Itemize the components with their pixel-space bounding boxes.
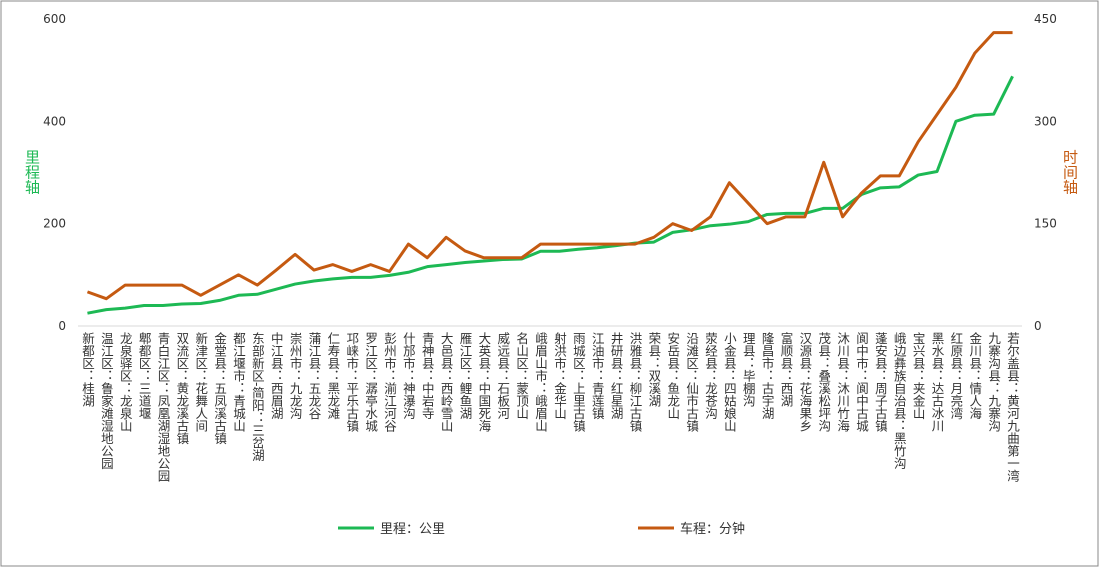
x-tick-label: 蓬安县：周子古镇 [873,332,888,433]
series-line [86,31,1013,301]
x-tick-label: 峨边彝族自治县：黑竹沟 [892,332,907,470]
y-tick-label: 600 [43,12,66,26]
x-tick-label: 邛崃市：平乐古镇 [344,332,359,433]
x-tick-label: 金川县：情人海 [967,331,982,420]
x-tick-label: 沿滩区：仙市古镇 [684,332,699,433]
y2-tick-label: 150 [1034,217,1057,231]
x-tick-label: 罗江区：潺亭水城 [363,332,378,433]
x-tick-label: 雁江区：鲤鱼湖 [458,332,473,420]
x-tick-label: 新津区：花舞人间 [193,331,208,432]
x-tick-label: 金堂县：五凤溪古镇 [212,331,227,445]
x-tick-label: 小金县：四姑娘山 [722,332,737,432]
x-tick-label: 龙泉驿区：龙泉山 [118,332,133,432]
x-tick-label: 江油市：青莲镇 [590,332,605,420]
x-tick-label: 茂县：叠溪松坪沟 [816,332,831,432]
x-tick-label: 阆中市：阆中古城 [854,331,869,433]
x-tick-label: 双流区：黄龙溪古镇 [174,332,189,445]
x-tick-label: 汉源县：花海果乡 [797,332,812,432]
y2-tick-label: 300 [1034,114,1057,128]
x-tick-label: 安岳县：鱼龙山 [665,331,680,420]
x-tick-label: 雨城区：上里古镇 [571,332,586,433]
x-tick-label: 新都区：桂湖 [80,331,95,407]
x-tick-label: 都江堰市：青城山 [231,332,246,432]
y-tick-label: 0 [58,319,66,333]
x-tick-label: 黑水县：达古冰川 [930,332,945,432]
x-tick-label: 宝兴县：夹金山 [911,332,926,420]
x-tick-label: 富顺县：西湖 [779,331,794,407]
y-tick-label: 200 [43,217,66,231]
x-tick-label: 大英县：中国死海 [476,332,491,432]
x-tick-label: 射洪市：金华山 [552,331,567,420]
x-tick-label: 沐川县：沐川竹海 [835,332,850,432]
y-tick-label: 400 [43,114,66,128]
x-tick-label: 理县：毕棚沟 [741,332,756,407]
x-tick-label: 蒲江县：五龙谷 [307,332,322,420]
x-tick-label: 峨眉山市：峨眉山 [533,332,548,432]
x-tick-label: 若尔盖县：黄河九曲第一湾 [1005,331,1020,483]
x-tick-label: 洪雅县：柳江古镇 [627,332,642,433]
y2-tick-label: 450 [1034,12,1057,26]
x-tick-label: 郫都区：三道堰 [137,331,152,420]
y2-axis-title: 时间轴 [1061,150,1079,195]
x-tick-label: 荣县：双溪湖 [646,332,661,407]
x-tick-label: 仁寿县：黑龙滩 [325,332,340,420]
y2-tick-label: 0 [1034,319,1042,333]
x-tick-label: 荥经县：龙苍沟 [703,332,718,420]
x-tick-label: 温江区：鲁家滩湿地公园 [99,332,114,470]
x-tick-label: 九寨沟县：九寨沟 [986,332,1001,432]
x-tick-label: 青神县：中岩寺 [420,332,435,420]
x-tick-label: 隆昌市：古宇湖 [760,331,775,420]
x-tick-label: 井研县：红星湖 [609,332,624,420]
x-tick-label: 青白江区：凤凰湖湿地公园 [155,332,170,483]
y-axis-title: 里程轴 [23,150,41,195]
x-tick-label: 什邡市：神瀑沟 [401,332,416,420]
legend-label: 里程：公里 [380,522,445,537]
x-tick-label: 彭州市：湔江河谷 [382,332,397,433]
legend-label: 车程：分钟 [680,521,745,537]
x-tick-label: 威远县：石板河 [495,332,510,420]
x-tick-label: 红原县：月亮湾 [948,331,963,420]
x-tick-label: 大邑县：西岭雪山 [439,332,454,432]
x-tick-label: 东部新区-简阳：三岔湖 [250,332,265,462]
x-tick-label: 名山区：蒙顶山 [514,331,529,420]
x-tick-label: 崇州市：九龙沟 [288,332,303,420]
x-tick-label: 中江县：西眉湖 [269,331,284,420]
